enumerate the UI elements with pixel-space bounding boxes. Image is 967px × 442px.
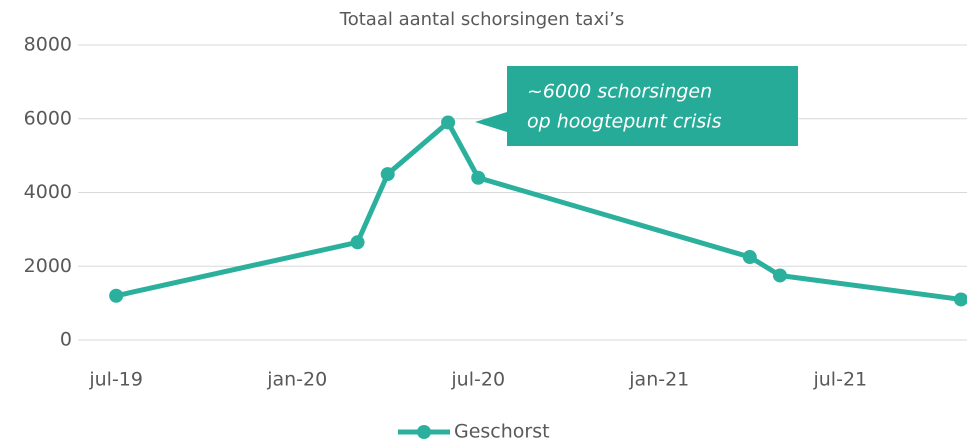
point [954,292,967,307]
point [109,288,124,303]
y-tick-label: 8000 [24,34,72,56]
legend-label: Geschorst [454,421,550,442]
point [350,235,365,250]
point [772,268,787,283]
point [742,250,757,265]
point [471,170,486,185]
legend-marker [417,425,431,439]
point [380,167,395,182]
y-tick-label: 0 [60,329,72,351]
point [441,115,456,130]
x-tick-label: jul-20 [450,369,505,391]
annotation-text: ~6000 schorsingen [527,81,712,103]
x-tick-label: jul-19 [88,369,143,391]
annotation-box [475,66,798,146]
annotation-text: op hoogtepunt crisis [527,111,722,133]
y-tick-label: 6000 [24,107,72,129]
x-tick-label: jul-21 [812,369,867,391]
chart-title: Totaal aantal schorsingen taxi’s [339,9,624,30]
y-tick-label: 4000 [24,181,72,203]
y-tick-label: 2000 [24,255,72,277]
x-tick-label: jan-20 [266,369,327,391]
x-tick-label: jan-21 [628,369,689,391]
series-line [115,119,962,302]
